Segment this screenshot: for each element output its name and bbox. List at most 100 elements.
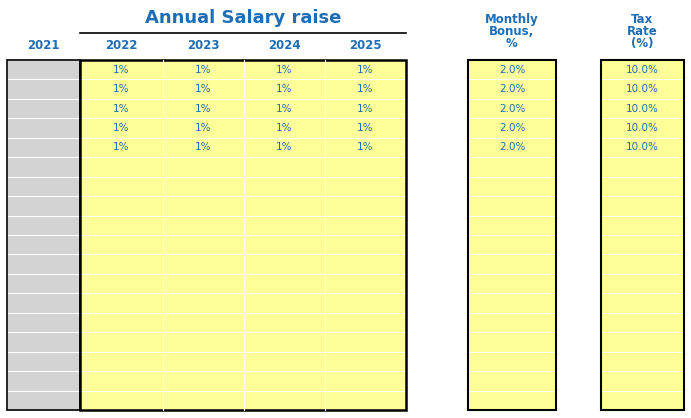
Bar xyxy=(80,60,163,410)
Bar xyxy=(163,235,244,255)
Bar xyxy=(468,60,556,79)
Bar xyxy=(244,177,325,196)
Text: 10.0%: 10.0% xyxy=(626,123,659,133)
Bar xyxy=(7,255,80,274)
Bar xyxy=(325,332,406,352)
Text: 1%: 1% xyxy=(113,104,130,114)
Bar xyxy=(244,255,325,274)
Bar xyxy=(468,177,556,196)
Bar xyxy=(80,293,163,313)
Bar xyxy=(601,274,684,293)
Bar xyxy=(7,332,80,352)
Bar xyxy=(325,235,406,255)
Bar xyxy=(80,177,163,196)
Bar xyxy=(7,390,80,410)
Bar xyxy=(80,255,163,274)
Text: Bonus,: Bonus, xyxy=(489,25,535,38)
Text: Rate: Rate xyxy=(627,25,658,38)
Bar xyxy=(325,99,406,118)
Bar xyxy=(244,157,325,177)
Bar xyxy=(244,138,325,157)
Bar xyxy=(325,255,406,274)
Bar xyxy=(7,352,80,371)
Bar xyxy=(468,196,556,216)
Bar xyxy=(163,60,244,410)
Bar xyxy=(7,99,80,118)
Text: 1%: 1% xyxy=(113,143,130,153)
Bar xyxy=(163,60,244,79)
Bar xyxy=(163,196,244,216)
Bar xyxy=(7,274,80,293)
Bar xyxy=(244,332,325,352)
Bar xyxy=(80,79,163,99)
Bar xyxy=(601,352,684,371)
Text: 1%: 1% xyxy=(357,65,374,75)
Bar xyxy=(7,293,80,313)
Bar xyxy=(325,79,406,99)
Bar xyxy=(601,60,684,410)
Bar xyxy=(601,216,684,235)
Text: 1%: 1% xyxy=(276,65,293,75)
Bar xyxy=(163,138,244,157)
Text: (%): (%) xyxy=(632,37,654,50)
Bar xyxy=(468,390,556,410)
Bar xyxy=(80,390,163,410)
Text: Tax: Tax xyxy=(632,13,654,26)
Bar xyxy=(244,79,325,99)
Bar xyxy=(80,371,163,390)
Bar xyxy=(163,157,244,177)
Bar xyxy=(244,390,325,410)
Bar xyxy=(7,235,80,255)
Bar xyxy=(7,138,80,157)
Bar xyxy=(7,371,80,390)
Bar xyxy=(601,118,684,138)
Bar xyxy=(244,313,325,332)
Bar xyxy=(468,352,556,371)
Text: 1%: 1% xyxy=(276,143,293,153)
Bar xyxy=(325,157,406,177)
Text: 1%: 1% xyxy=(113,84,130,94)
Bar xyxy=(244,60,325,410)
Bar xyxy=(601,390,684,410)
Bar xyxy=(7,216,80,235)
Bar xyxy=(325,390,406,410)
Bar xyxy=(468,235,556,255)
Text: 2.0%: 2.0% xyxy=(499,143,525,153)
Text: 1%: 1% xyxy=(357,104,374,114)
Bar xyxy=(80,332,163,352)
Text: 1%: 1% xyxy=(357,143,374,153)
Text: 1%: 1% xyxy=(196,65,211,75)
Bar xyxy=(7,177,80,196)
Text: Monthly: Monthly xyxy=(485,13,539,26)
Bar xyxy=(80,138,163,157)
Bar xyxy=(163,371,244,390)
Text: 2024: 2024 xyxy=(268,39,301,52)
Bar xyxy=(7,313,80,332)
Bar xyxy=(468,371,556,390)
Text: 2021: 2021 xyxy=(27,39,59,52)
Bar xyxy=(80,196,163,216)
Bar xyxy=(325,293,406,313)
Bar xyxy=(468,79,556,99)
Bar xyxy=(468,118,556,138)
Bar xyxy=(244,99,325,118)
Text: 10.0%: 10.0% xyxy=(626,84,659,94)
Bar xyxy=(163,313,244,332)
Text: 1%: 1% xyxy=(113,65,130,75)
Text: 1%: 1% xyxy=(357,84,374,94)
Bar xyxy=(325,216,406,235)
Bar xyxy=(325,352,406,371)
Bar xyxy=(601,196,684,216)
Text: 2.0%: 2.0% xyxy=(499,65,525,75)
Bar xyxy=(80,60,406,410)
Bar xyxy=(80,99,163,118)
Bar xyxy=(7,118,80,138)
Bar xyxy=(80,118,163,138)
Bar xyxy=(163,293,244,313)
Bar xyxy=(80,235,163,255)
Bar xyxy=(7,60,80,410)
Bar xyxy=(163,79,244,99)
Bar xyxy=(601,60,684,79)
Bar xyxy=(601,177,684,196)
Bar xyxy=(468,274,556,293)
